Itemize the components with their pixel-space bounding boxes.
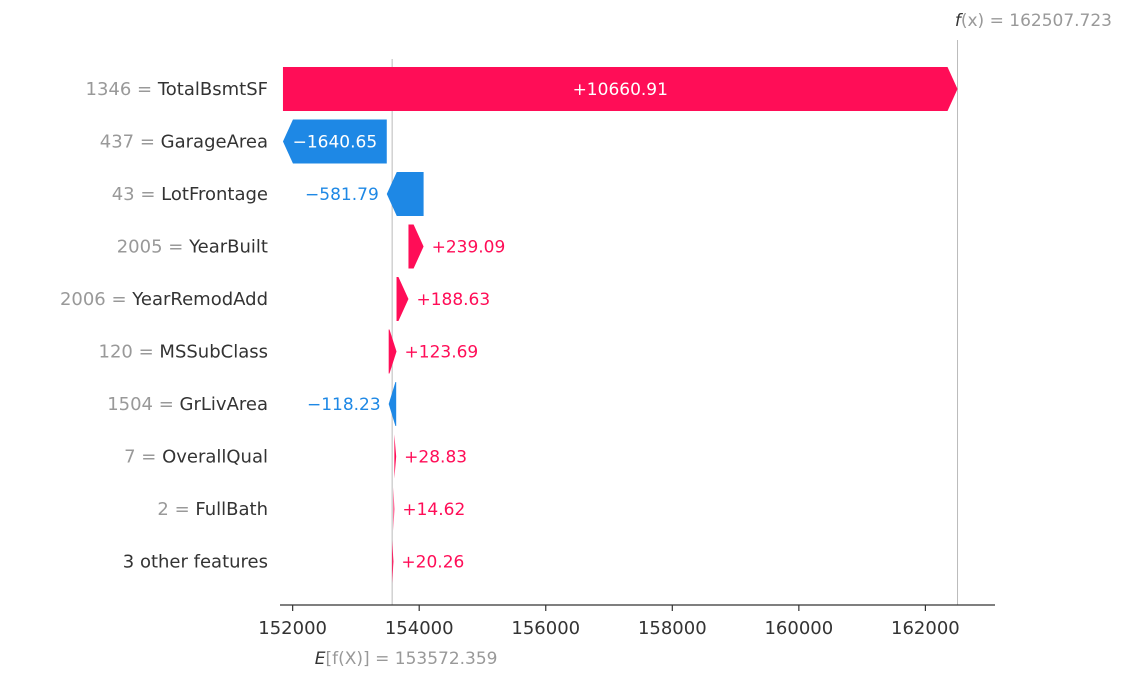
x-tick-label: 162000 — [891, 618, 960, 639]
bar-overallqual — [394, 434, 397, 479]
expected-value-annotation: E[f(X)] = 153572.359 — [315, 649, 498, 669]
feature-label: 437 = GarageArea — [100, 132, 268, 153]
feature-label: 7 = OverallQual — [124, 447, 268, 468]
fx-paren: (x) = — [961, 11, 1009, 31]
bar-lotfrontage — [386, 172, 424, 216]
fx-value: 162507.723 — [1009, 11, 1112, 31]
feature-name: 3 other features — [123, 552, 268, 573]
feature-label: 1504 = GrLivArea — [107, 394, 268, 415]
expected-paren: [f(X)] = — [326, 649, 395, 669]
feature-label: 2005 = YearBuilt — [117, 237, 268, 258]
feature-name: MSSubClass — [159, 342, 268, 363]
feature-value: 1346 = — [86, 79, 158, 100]
feature-value: 7 = — [124, 447, 162, 468]
x-tick-label: 152000 — [258, 618, 327, 639]
feature-label: 2006 = YearRemodAdd — [60, 289, 268, 310]
feature-label: 2 = FullBath — [157, 499, 268, 520]
expected-value: 153572.359 — [395, 649, 498, 669]
x-tick-label: 160000 — [764, 618, 833, 639]
feature-label: 1346 = TotalBsmtSF — [86, 79, 268, 100]
bar-3-other-features — [392, 539, 394, 584]
x-tick-label: 156000 — [511, 618, 580, 639]
feature-name: YearBuilt — [188, 237, 268, 258]
feature-name: TotalBsmtSF — [157, 79, 268, 100]
feature-value: 43 = — [112, 184, 161, 205]
fx-annotation: f(x) = 162507.723 — [955, 11, 1112, 31]
feature-label: 43 = LotFrontage — [112, 184, 268, 205]
shap-value-label: +188.63 — [416, 290, 490, 310]
fx-symbol: f — [955, 11, 964, 31]
shap-value-label: +123.69 — [405, 343, 479, 363]
bars-layer — [282, 67, 958, 584]
shap-value-label: −1640.65 — [293, 133, 378, 153]
feature-value: 1504 = — [107, 394, 179, 415]
feature-value: 2006 = — [60, 289, 132, 310]
bar-grlivarea — [388, 382, 397, 426]
feature-name: GarageArea — [161, 132, 268, 153]
feature-name: LotFrontage — [161, 184, 268, 205]
bar-yearbuilt — [408, 224, 424, 269]
x-tick-label: 154000 — [385, 618, 454, 639]
shap-value-label: +239.09 — [432, 238, 506, 258]
expected-symbol: E — [315, 649, 326, 669]
bar-garagearea — [282, 119, 387, 164]
feature-name: FullBath — [195, 499, 268, 520]
feature-value: 2 = — [157, 499, 195, 520]
bar-fullbath — [393, 487, 395, 531]
shap-value-label: +14.62 — [402, 500, 465, 520]
labels-layer: +10660.91 1346 = TotalBsmtSF −1640.65 437 =… — [60, 79, 668, 573]
bar-mssubclass — [388, 329, 397, 374]
bar-totalbsmtsf — [282, 67, 958, 111]
feature-value: 120 = — [99, 342, 160, 363]
shap-value-label: +20.26 — [401, 553, 464, 573]
connector-lines — [391, 40, 959, 605]
x-tick-label: 158000 — [638, 618, 707, 639]
feature-name: YearRemodAdd — [131, 289, 268, 310]
shap-value-label: −581.79 — [305, 185, 379, 205]
feature-name: OverallQual — [162, 447, 268, 468]
shap-value-label: −118.23 — [307, 395, 381, 415]
feature-label: 120 = MSSubClass — [99, 342, 268, 363]
feature-value: 2005 = — [117, 237, 189, 258]
feature-value: 437 = — [100, 132, 161, 153]
shap-value-label: +10660.91 — [573, 80, 668, 100]
feature-label: 3 other features — [123, 552, 268, 573]
feature-name: GrLivArea — [180, 394, 268, 415]
shap-value-label: +28.83 — [404, 448, 467, 468]
bar-yearremodadd — [396, 277, 409, 321]
x-axis: 152000 154000 156000 158000 160000 162000 — [258, 604, 995, 639]
